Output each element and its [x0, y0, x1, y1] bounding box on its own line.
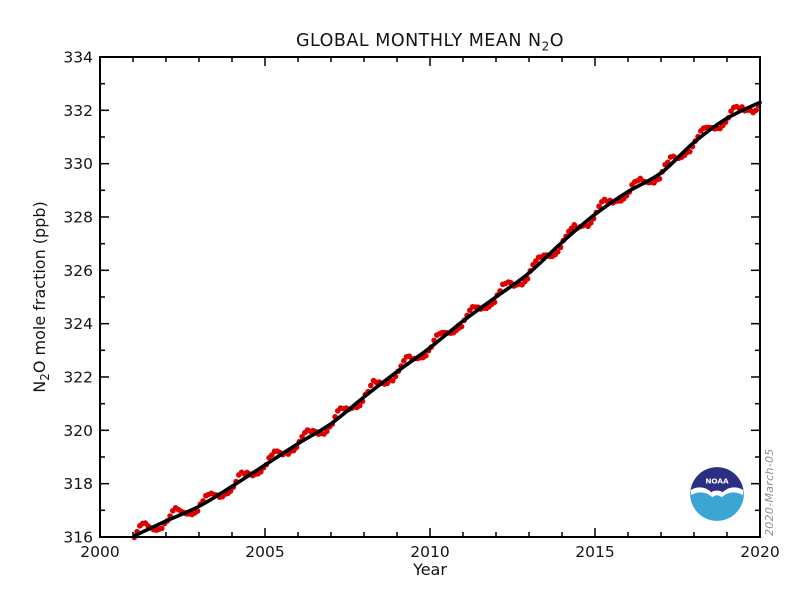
- y-tick-label: 318: [63, 475, 93, 493]
- x-tick-label: 2020: [740, 543, 779, 561]
- monthly-point: [299, 433, 305, 440]
- noaa-logo-gull-icon: [690, 487, 744, 498]
- monthly-point: [357, 402, 363, 409]
- monthly-point: [596, 203, 602, 210]
- tick-labels: 2000 2005 2010 2015 2020 316 318 320 322 324 326 32…: [63, 49, 779, 562]
- monthly-point: [324, 428, 330, 435]
- plot-frame: [99, 56, 761, 538]
- monthly-point: [687, 148, 693, 155]
- y-tick-label: 326: [63, 262, 93, 280]
- y-axis-label-text-end: O mole fraction (ppb): [30, 201, 49, 374]
- monthly-point: [656, 176, 663, 182]
- y-tick-label: 316: [63, 529, 93, 547]
- y-axis-ticks: [100, 56, 760, 538]
- x-tick-label: 2010: [410, 543, 449, 561]
- monthly-point: [368, 382, 374, 389]
- monthly-point: [401, 358, 407, 364]
- monthly-point: [753, 107, 759, 114]
- noaa-logo-sky-shape: [690, 467, 744, 493]
- x-tick-label: 2000: [80, 543, 119, 561]
- x-axis-label: Year: [100, 560, 760, 579]
- y-axis-label-subscript: 2: [38, 373, 53, 381]
- y-tick-label: 320: [63, 422, 93, 440]
- date-stamp: 2020-March-05: [763, 448, 776, 536]
- monthly-point: [159, 525, 165, 532]
- y-tick-label: 330: [63, 155, 93, 173]
- y-tick-label: 332: [63, 102, 93, 120]
- x-axis-ticks: [99, 57, 761, 537]
- chart-title-text-end: O: [549, 31, 565, 51]
- x-axis-label-text: Year: [413, 560, 447, 579]
- x-tick-label: 2015: [575, 543, 614, 561]
- monthly-point: [555, 249, 561, 255]
- y-axis-label-text: N: [30, 380, 49, 393]
- monthly-point: [588, 220, 594, 226]
- y-tick-label: 324: [63, 315, 93, 333]
- y-tick-label: 328: [63, 209, 93, 227]
- noaa-logo: NOAA: [690, 467, 744, 521]
- x-tick-label: 2005: [245, 543, 284, 561]
- y-tick-label: 334: [63, 49, 93, 67]
- monthly-point: [390, 377, 396, 384]
- y-tick-label: 322: [63, 369, 93, 387]
- chart-title: GLOBAL MONTHLY MEAN N2O: [100, 31, 760, 54]
- trend-line: [132, 100, 762, 538]
- chart-title-subscript: 2: [541, 39, 550, 54]
- noaa-logo-text: NOAA: [705, 476, 729, 485]
- monthly-point: [423, 353, 429, 359]
- chart-title-text: GLOBAL MONTHLY MEAN N: [295, 31, 542, 51]
